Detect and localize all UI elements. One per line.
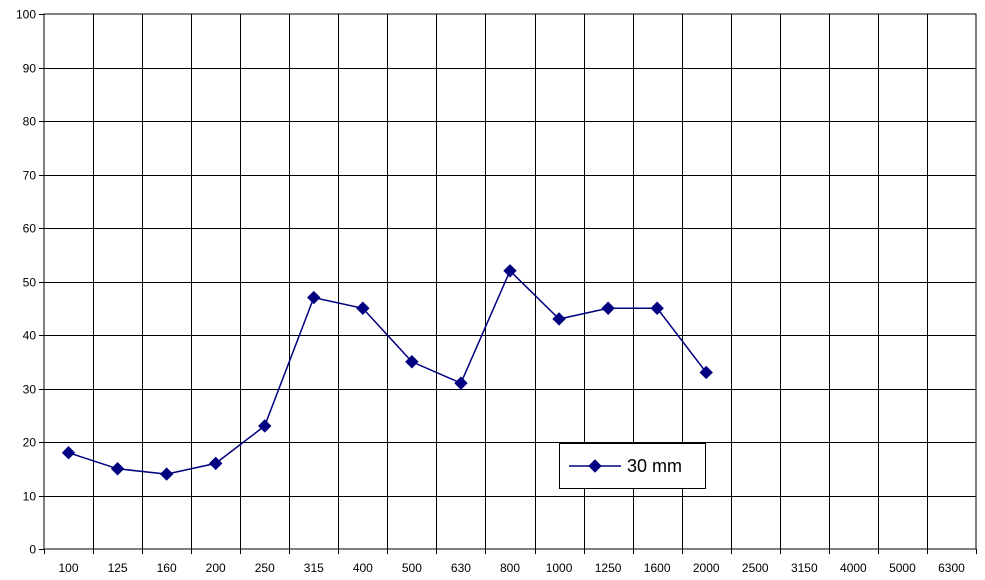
y-tick-label: 100	[16, 8, 36, 22]
y-tick-label: 60	[23, 222, 37, 236]
x-tick-label: 100	[59, 561, 79, 575]
x-tick-label: 1250	[595, 561, 622, 575]
data-point-marker	[454, 376, 468, 390]
x-tick-label: 3150	[791, 561, 818, 575]
y-tick-label: 40	[23, 329, 37, 343]
y-tick-label: 50	[23, 276, 37, 290]
series-line	[68, 269, 707, 475]
x-tick-label: 200	[206, 561, 226, 575]
vertical-gridlines	[93, 14, 928, 549]
data-point-marker	[699, 365, 713, 380]
data-point-marker	[405, 355, 419, 369]
x-tick-label: 6300	[938, 561, 965, 575]
x-tick-label: 160	[157, 561, 177, 575]
y-tick-label: 10	[23, 490, 37, 504]
x-tick-label: 500	[402, 561, 422, 575]
x-tick-label: 400	[353, 561, 373, 575]
series-layer	[61, 264, 713, 481]
y-tick-label: 90	[23, 62, 37, 76]
legend: 30 mm	[559, 443, 706, 489]
y-axis: 0 10 20 30 40 50 60 70 80 90 100	[16, 8, 44, 557]
x-axis: 100 125 160 200 250 315 400 500 630 800 1000 1250 16…	[44, 549, 977, 575]
data-point-marker	[61, 445, 76, 460]
horizontal-gridlines	[44, 68, 976, 497]
data-point-marker	[356, 301, 370, 315]
data-point-marker	[208, 456, 223, 471]
data-point-marker	[159, 467, 174, 481]
x-tick-label: 2000	[693, 561, 720, 575]
plot-area-frame	[43, 13, 977, 550]
data-point-marker	[258, 419, 272, 433]
y-tick-label: 80	[23, 115, 37, 129]
x-tick-label: 4000	[840, 561, 867, 575]
data-point-marker	[307, 290, 321, 305]
x-tick-label: 800	[500, 561, 520, 575]
data-point-marker	[650, 301, 664, 315]
y-tick-label: 0	[29, 543, 36, 557]
y-tick-label: 30	[23, 383, 37, 397]
data-point-marker	[552, 312, 566, 326]
data-point-marker	[503, 264, 517, 278]
x-tick-label: 250	[255, 561, 275, 575]
legend-label: 30 mm	[627, 456, 682, 476]
x-tick-label: 2500	[742, 561, 769, 575]
y-tick-label: 20	[23, 436, 37, 450]
y-tick-label: 70	[23, 169, 37, 183]
x-tick-label: 1600	[644, 561, 671, 575]
data-point-marker	[601, 301, 615, 315]
legend-marker-swatch	[588, 459, 602, 473]
x-tick-label: 125	[108, 561, 128, 575]
data-point-marker	[110, 462, 125, 476]
x-tick-label: 1000	[546, 561, 573, 575]
x-tick-label: 5000	[889, 561, 916, 575]
x-tick-label: 630	[451, 561, 471, 575]
x-tick-label: 315	[304, 561, 324, 575]
